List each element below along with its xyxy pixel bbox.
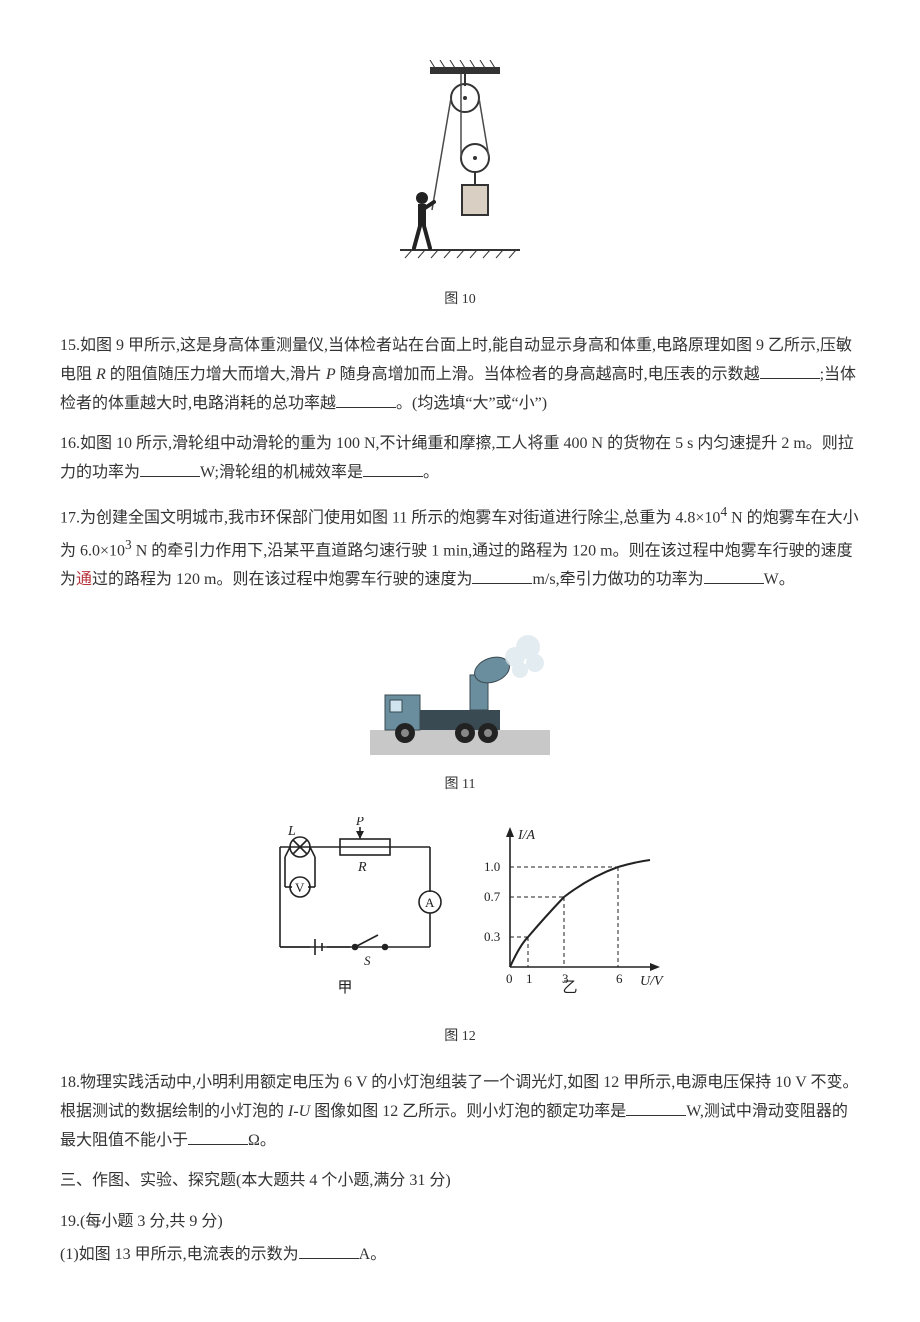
q17-t5: m/s,牵引力做功的功率为 (532, 571, 703, 588)
q18-t1: I-U (288, 1103, 310, 1120)
xtick-3: 6 (616, 971, 623, 986)
q15-prefix: 15. (60, 337, 80, 354)
circuit-label-P: P (355, 817, 364, 828)
q15-blank-2 (336, 391, 396, 408)
q15-t4: 随身高增加而上滑。当体检者的身高越高时,电压表的示数越 (336, 366, 760, 383)
q19-sub1: (1)如图 13 甲所示,电流表的示数为 (60, 1246, 299, 1263)
q17-blank-2 (704, 567, 764, 584)
figure-11-box: 图 11 (60, 615, 860, 797)
question-15: 15.如图 9 甲所示,这是身高体重测量仪,当体检者站在台面上时,能自动显示身高… (60, 332, 860, 418)
xtick-0: 0 (506, 971, 513, 986)
figure-10-svg (390, 60, 530, 270)
q19-blank-1 (299, 1242, 359, 1259)
q19-sub1-unit: A。 (359, 1246, 387, 1263)
q17-t6: W。 (764, 571, 795, 588)
circuit-label-V: V (295, 880, 305, 895)
figure-11-caption: 图 11 (60, 772, 860, 797)
figure-11-svg (370, 615, 550, 755)
question-17: 17.为创建全国文明城市,我市环保部门使用如图 11 所示的炮雾车对街道进行除尘… (60, 500, 860, 595)
q16-blank-2 (363, 460, 423, 477)
figure-10-caption: 图 10 (60, 287, 860, 312)
q15-t1: R (96, 366, 106, 383)
q18-t2: 图像如图 12 乙所示。则小灯泡的额定功率是 (310, 1103, 626, 1120)
q19-head: (每小题 3 分,共 9 分) (80, 1213, 223, 1230)
graph-y-label: I/A (517, 828, 536, 843)
q18-prefix: 18. (60, 1074, 80, 1091)
q17-prefix: 17. (60, 509, 80, 526)
figure-12-caption: 图 12 (60, 1024, 860, 1049)
fig12-left-label: 甲 (337, 980, 352, 996)
q15-t6: 。(均选填“大”或“小”) (396, 395, 547, 412)
graph-x-label: U/V (640, 974, 664, 989)
question-18: 18.物理实践活动中,小明利用额定电压为 6 V 的小灯泡组装了一个调光灯,如图… (60, 1069, 860, 1155)
q15-blank-1 (760, 362, 820, 379)
circuit-label-R: R (357, 860, 367, 875)
q17-t0: 为创建全国文明城市,我市环保部门使用如图 11 所示的炮雾车对街道进行除尘,总重… (80, 509, 720, 526)
figure-10-box: 图 10 (60, 60, 860, 312)
q18-blank-2 (188, 1128, 248, 1145)
section3-text: 三、作图、实验、探究题(本大题共 4 个小题,满分 31 分) (60, 1172, 451, 1189)
q15-t2: 的阻值随压力增大而增大,滑片 (106, 366, 326, 383)
section-3-heading: 三、作图、实验、探究题(本大题共 4 个小题,满分 31 分) (60, 1167, 860, 1196)
circuit-label-S: S (364, 953, 371, 968)
q18-t4: Ω。 (248, 1132, 276, 1149)
circuit-label-L: L (287, 824, 296, 839)
q18-blank-1 (626, 1099, 686, 1116)
xtick-1: 1 (526, 971, 533, 986)
q19-prefix: 19. (60, 1213, 80, 1230)
q17-sup2: 3 (125, 537, 132, 552)
q17-t5pre: 过的路程为 120 m。则在该过程中炮雾车行驶的速度为 (92, 571, 472, 588)
q16-t1: W;滑轮组的机械效率是 (200, 464, 363, 481)
ytick-0: 0.3 (484, 929, 500, 944)
question-19: 19.(每小题 3 分,共 9 分) (1)如图 13 甲所示,电流表的示数为 A… (60, 1208, 860, 1270)
circuit-label-A: A (425, 895, 435, 910)
q16-t2: 。 (423, 464, 439, 481)
q16-prefix: 16. (60, 435, 80, 452)
q16-blank-1 (140, 460, 200, 477)
q17-blank-1 (472, 567, 532, 584)
fig12-right-label: 乙 (562, 980, 577, 996)
ytick-2: 1.0 (484, 859, 500, 874)
ytick-1: 0.7 (484, 889, 501, 904)
q15-t3: P (326, 366, 336, 383)
q17-red: 通 (76, 571, 92, 588)
question-16: 16.如图 10 所示,滑轮组中动滑轮的重为 100 N,不计绳重和摩擦,工人将… (60, 430, 860, 488)
figure-12-svg: L R P A S (250, 817, 670, 1007)
figure-12-box: L R P A S (60, 817, 860, 1049)
